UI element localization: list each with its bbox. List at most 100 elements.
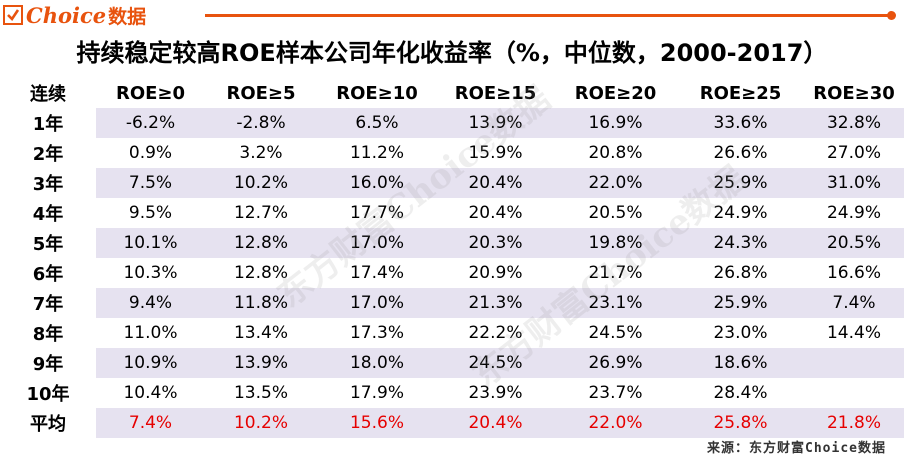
table-cell: 17.4%: [349, 263, 404, 283]
row-label: 3年: [32, 174, 64, 195]
table-cell: 12.8%: [233, 263, 288, 283]
logo-brand: Choice: [26, 2, 107, 28]
table-row: 8年 11.0% 13.4% 17.3% 22.2% 24.5% 23.0% 14.4%: [0, 318, 904, 348]
table-cell: 22.0%: [554, 168, 677, 198]
table-row: 6年 10.3% 12.8% 17.4% 20.9% 21.7% 26.8% 16.6%: [0, 258, 904, 288]
average-row: 平均 7.4% 10.2% 15.6% 20.4% 22.0% 25.8% 21.8%: [0, 408, 904, 438]
table-cell: 26.6%: [713, 143, 768, 163]
table-cell: 28.4%: [713, 383, 768, 403]
source-note: 来源：东方财富Choice数据: [707, 441, 886, 456]
table-cell: 17.9%: [349, 383, 404, 403]
table-cell: 13.4%: [233, 323, 288, 343]
column-header: ROE≥10: [336, 82, 418, 104]
table-cell: 16.6%: [826, 263, 881, 283]
table-row: 2年 0.9% 3.2% 11.2% 15.9% 20.8% 26.6% 27.0%: [0, 138, 904, 168]
table-cell: 27.0%: [826, 143, 881, 163]
table-cell: 21.7%: [588, 263, 643, 283]
table-row: 5年 10.1% 12.8% 17.0% 20.3% 19.8% 24.3% 20.5%: [0, 228, 904, 258]
table-cell: 23.9%: [468, 383, 523, 403]
table-cell: 11.0%: [123, 323, 178, 343]
row-label: 7年: [32, 294, 64, 315]
table-row: 1年 -6.2% -2.8% 6.5% 13.9% 16.9% 33.6% 32.8%: [0, 108, 904, 138]
table-cell: -2.8%: [205, 108, 317, 138]
row-label: 8年: [32, 324, 64, 345]
table-cell: 20.9%: [468, 263, 523, 283]
table-cell: 21.3%: [437, 288, 554, 318]
table-cell: 0.9%: [128, 143, 173, 163]
table-row: 7年 9.4% 11.8% 17.0% 21.3% 23.1% 25.9% 7.4%: [0, 288, 904, 318]
column-header-period: 连续: [30, 84, 66, 105]
table-cell: [804, 348, 904, 378]
table-cell: 24.5%: [437, 348, 554, 378]
table-cell: 25.8%: [677, 408, 804, 438]
checkmark-icon: [3, 5, 23, 25]
table-cell: 12.8%: [205, 228, 317, 258]
table-row: 3年 7.5% 10.2% 16.0% 20.4% 22.0% 25.9% 31.0%: [0, 168, 904, 198]
row-label: 5年: [32, 234, 64, 255]
table-cell: [804, 378, 904, 408]
table-cell: 24.5%: [588, 323, 643, 343]
table-cell: 18.6%: [677, 348, 804, 378]
page-title: 持续稳定较高ROE样本公司年化收益率（%，中位数，2000-2017）: [76, 39, 828, 67]
table-cell: 20.5%: [804, 228, 904, 258]
table-cell: 17.7%: [349, 203, 404, 223]
table-cell: 23.0%: [713, 323, 768, 343]
logo-brand-cn: 数据: [108, 5, 147, 28]
row-label: 9年: [32, 354, 64, 375]
table-cell: 9.5%: [128, 203, 173, 223]
table-cell: 25.9%: [677, 288, 804, 318]
table-cell: 19.8%: [554, 228, 677, 258]
table-cell: 7.5%: [96, 168, 205, 198]
table-cell: 33.6%: [677, 108, 804, 138]
table-cell: 13.9%: [437, 108, 554, 138]
table-cell: 22.0%: [554, 408, 677, 438]
column-header: ROE≥30: [813, 82, 895, 104]
table-cell: 22.2%: [468, 323, 523, 343]
table-cell: 14.4%: [826, 323, 881, 343]
table-row: 10年 10.4% 13.5% 17.9% 23.9% 23.7% 28.4%: [0, 378, 904, 408]
table-cell: 21.8%: [804, 408, 904, 438]
table-cell: 24.9%: [713, 203, 768, 223]
table-cell: 10.4%: [123, 383, 178, 403]
table-cell: 32.8%: [804, 108, 904, 138]
column-header: ROE≥15: [454, 82, 537, 104]
table-cell: 23.1%: [554, 288, 677, 318]
choice-logo: Choice 数据: [3, 2, 147, 28]
table-cell: 13.9%: [205, 348, 317, 378]
table-cell: 17.0%: [317, 288, 437, 318]
table-cell: 20.5%: [588, 203, 643, 223]
column-header: ROE≥25: [699, 82, 782, 104]
table-cell: 20.4%: [437, 168, 554, 198]
header-rule-dot: [887, 11, 896, 20]
table-cell: 25.9%: [677, 168, 804, 198]
table-cell: 20.4%: [468, 203, 523, 223]
table-cell: 31.0%: [804, 168, 904, 198]
table-cell: 24.3%: [677, 228, 804, 258]
row-label: 1年: [32, 114, 64, 135]
table-cell: 3.2%: [239, 143, 283, 163]
table-cell: 11.8%: [205, 288, 317, 318]
table-cell: 26.9%: [554, 348, 677, 378]
table-cell: 16.0%: [317, 168, 437, 198]
table-row: 4年 9.5% 12.7% 17.7% 20.4% 20.5% 24.9% 24.9%: [0, 198, 904, 228]
row-label: 10年: [26, 384, 70, 405]
header-rule: [205, 14, 888, 17]
column-header: ROE≥0: [115, 82, 186, 104]
table-row: 9年 10.9% 13.9% 18.0% 24.5% 26.9% 18.6%: [0, 348, 904, 378]
table-cell: 6.5%: [317, 108, 437, 138]
column-header: ROE≥5: [226, 82, 296, 104]
table-cell: 7.4%: [804, 288, 904, 318]
table-cell: 23.7%: [588, 383, 643, 403]
table-cell: 18.0%: [317, 348, 437, 378]
table-cell: 10.3%: [123, 263, 178, 283]
table-cell: -6.2%: [96, 108, 205, 138]
row-label: 2年: [32, 144, 64, 165]
row-label: 平均: [30, 414, 66, 435]
row-label: 4年: [32, 204, 64, 225]
table-cell: 7.4%: [96, 408, 205, 438]
table-cell: 10.9%: [96, 348, 205, 378]
table-cell: 24.9%: [826, 203, 881, 223]
table-cell: 9.4%: [96, 288, 205, 318]
row-label: 6年: [32, 264, 64, 285]
table-cell: 20.3%: [437, 228, 554, 258]
